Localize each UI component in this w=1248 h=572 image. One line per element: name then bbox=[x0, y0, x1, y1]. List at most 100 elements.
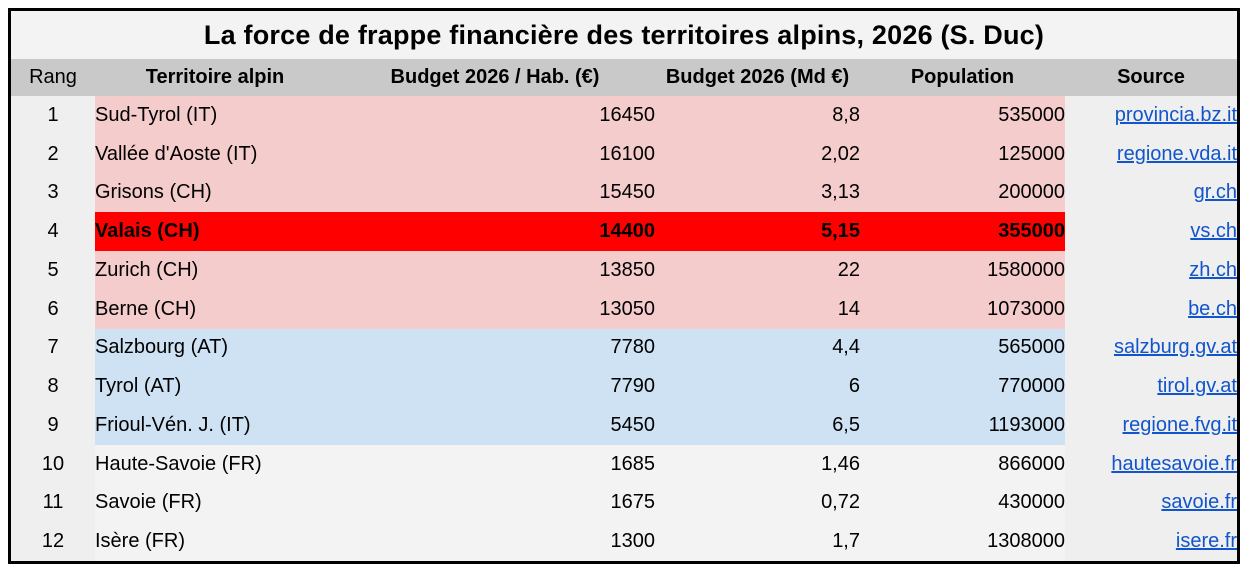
rank-cell: 3 bbox=[11, 173, 95, 213]
rank-cell: 5 bbox=[11, 251, 95, 290]
population-cell: 1308000 bbox=[860, 522, 1065, 561]
table-row: 12 Isère (FR) 1300 1,7 1308000 isere.fr bbox=[11, 522, 1237, 561]
budget-md-cell: 1,46 bbox=[655, 444, 860, 484]
source-link[interactable]: savoie.fr bbox=[1161, 491, 1237, 514]
territory-cell: Valais (CH) bbox=[95, 212, 335, 251]
column-header-rang: Rang bbox=[29, 66, 77, 88]
source-cell: regione.vda.it bbox=[1065, 134, 1237, 174]
table-row: 10 Haute-Savoie (FR) 1685 1,46 866000 hautesa… bbox=[11, 444, 1237, 484]
table-row: 5 Zurich (CH) 13850 22 1580000 zh.ch bbox=[11, 251, 1237, 290]
table-row: 6 Berne (CH) 13050 14 1073000 be.ch bbox=[11, 289, 1237, 329]
territory-cell: Haute-Savoie (FR) bbox=[95, 444, 335, 484]
territory-cell: Berne (CH) bbox=[95, 289, 335, 329]
source-link[interactable]: vs.ch bbox=[1190, 220, 1237, 243]
header-row: Rang Territoire alpin Budget 2026 / Hab.… bbox=[11, 59, 1237, 96]
budget-md-cell: 1,7 bbox=[655, 522, 860, 561]
source-link[interactable]: salzburg.gv.at bbox=[1113, 336, 1237, 359]
source-link[interactable]: be.ch bbox=[1188, 297, 1237, 320]
source-cell: hautesavoie.fr bbox=[1065, 444, 1237, 484]
source-cell: savoie.fr bbox=[1065, 483, 1237, 523]
population-cell: 125000 bbox=[860, 134, 1065, 174]
budget-per-hab-cell: 13050 bbox=[335, 289, 655, 329]
population-cell: 430000 bbox=[860, 483, 1065, 523]
budget-md-cell: 8,8 bbox=[655, 96, 860, 135]
source-cell: tirol.gv.at bbox=[1065, 367, 1237, 406]
source-cell: isere.fr bbox=[1065, 522, 1237, 561]
source-link[interactable]: regione.fvg.it bbox=[1122, 413, 1237, 436]
population-cell: 355000 bbox=[860, 212, 1065, 251]
population-cell: 200000 bbox=[860, 173, 1065, 213]
population-cell: 866000 bbox=[860, 444, 1065, 484]
territory-cell: Tyrol (AT) bbox=[95, 367, 335, 406]
source-cell: vs.ch bbox=[1065, 212, 1237, 251]
population-cell: 1073000 bbox=[860, 289, 1065, 329]
budget-md-cell: 14 bbox=[655, 289, 860, 329]
table-row: 1 Sud-Tyrol (IT) 16450 8,8 535000 provincia.b… bbox=[11, 96, 1237, 135]
budget-md-cell: 4,4 bbox=[655, 328, 860, 368]
territory-cell: Frioul-Vén. J. (IT) bbox=[95, 406, 335, 445]
budget-per-hab-cell: 1300 bbox=[335, 522, 655, 561]
table-row: 11 Savoie (FR) 1675 0,72 430000 savoie.fr bbox=[11, 483, 1237, 523]
budget-md-cell: 5,15 bbox=[655, 212, 860, 251]
budget-per-hab-cell: 5450 bbox=[335, 406, 655, 445]
table-title: La force de frappe financière des territ… bbox=[11, 11, 1237, 59]
source-cell: salzburg.gv.at bbox=[1065, 328, 1237, 368]
table-row: 8 Tyrol (AT) 7790 6 770000 tirol.gv.at bbox=[11, 367, 1237, 406]
budget-per-hab-cell: 14400 bbox=[335, 212, 655, 251]
data-table: Rang Territoire alpin Budget 2026 / Hab.… bbox=[11, 59, 1237, 561]
budget-per-hab-cell: 13850 bbox=[335, 251, 655, 290]
territory-cell: Sud-Tyrol (IT) bbox=[95, 96, 335, 135]
source-cell: provincia.bz.it bbox=[1065, 96, 1237, 135]
budget-per-hab-cell: 7780 bbox=[335, 328, 655, 368]
territory-cell: Grisons (CH) bbox=[95, 173, 335, 213]
table-row: 4 Valais (CH) 14400 5,15 355000 vs.ch bbox=[11, 212, 1237, 251]
rank-cell: 2 bbox=[11, 134, 95, 174]
column-header-population: Population bbox=[910, 66, 1015, 88]
rank-cell: 7 bbox=[11, 328, 95, 368]
source-link[interactable]: provincia.bz.it bbox=[1114, 103, 1237, 126]
column-header-budget-md: Budget 2026 (Md €) bbox=[665, 66, 850, 88]
column-header-budget-per-hab: Budget 2026 / Hab. (€) bbox=[390, 66, 600, 88]
source-link[interactable]: gr.ch bbox=[1193, 181, 1237, 204]
budget-md-cell: 3,13 bbox=[655, 173, 860, 213]
budget-md-cell: 22 bbox=[655, 251, 860, 290]
source-link[interactable]: isere.fr bbox=[1175, 530, 1237, 553]
source-cell: zh.ch bbox=[1065, 251, 1237, 290]
budget-per-hab-cell: 1675 bbox=[335, 483, 655, 523]
territory-cell: Isère (FR) bbox=[95, 522, 335, 561]
source-cell: gr.ch bbox=[1065, 173, 1237, 213]
rank-cell: 9 bbox=[11, 406, 95, 445]
rank-cell: 1 bbox=[11, 96, 95, 135]
source-link[interactable]: tirol.gv.at bbox=[1157, 375, 1237, 398]
territory-cell: Savoie (FR) bbox=[95, 483, 335, 523]
table-row: 7 Salzbourg (AT) 7780 4,4 565000 salzburg.gv.… bbox=[11, 328, 1237, 368]
rank-cell: 12 bbox=[11, 522, 95, 561]
budget-per-hab-cell: 15450 bbox=[335, 173, 655, 213]
rank-cell: 6 bbox=[11, 289, 95, 329]
rank-cell: 4 bbox=[11, 212, 95, 251]
source-link[interactable]: regione.vda.it bbox=[1116, 142, 1237, 165]
budget-per-hab-cell: 7790 bbox=[335, 367, 655, 406]
budget-per-hab-cell: 16450 bbox=[335, 96, 655, 135]
table-row: 9 Frioul-Vén. J. (IT) 5450 6,5 1193000 region… bbox=[11, 406, 1237, 445]
budget-per-hab-cell: 1685 bbox=[335, 444, 655, 484]
budget-md-cell: 0,72 bbox=[655, 483, 860, 523]
column-header-territoire: Territoire alpin bbox=[145, 66, 285, 88]
rank-cell: 10 bbox=[11, 444, 95, 484]
column-header-source: Source bbox=[1117, 66, 1185, 88]
rank-cell: 8 bbox=[11, 367, 95, 406]
table-row: 3 Grisons (CH) 15450 3,13 200000 gr.ch bbox=[11, 173, 1237, 213]
source-link[interactable]: zh.ch bbox=[1189, 258, 1237, 281]
budget-per-hab-cell: 16100 bbox=[335, 134, 655, 174]
rank-cell: 11 bbox=[11, 483, 95, 523]
territory-cell: Zurich (CH) bbox=[95, 251, 335, 290]
alpine-budget-table: La force de frappe financière des territ… bbox=[8, 8, 1240, 564]
source-cell: regione.fvg.it bbox=[1065, 406, 1237, 445]
territory-cell: Vallée d'Aoste (IT) bbox=[95, 134, 335, 174]
source-cell: be.ch bbox=[1065, 289, 1237, 329]
budget-md-cell: 6,5 bbox=[655, 406, 860, 445]
population-cell: 535000 bbox=[860, 96, 1065, 135]
budget-md-cell: 6 bbox=[655, 367, 860, 406]
source-link[interactable]: hautesavoie.fr bbox=[1111, 452, 1237, 475]
population-cell: 565000 bbox=[860, 328, 1065, 368]
